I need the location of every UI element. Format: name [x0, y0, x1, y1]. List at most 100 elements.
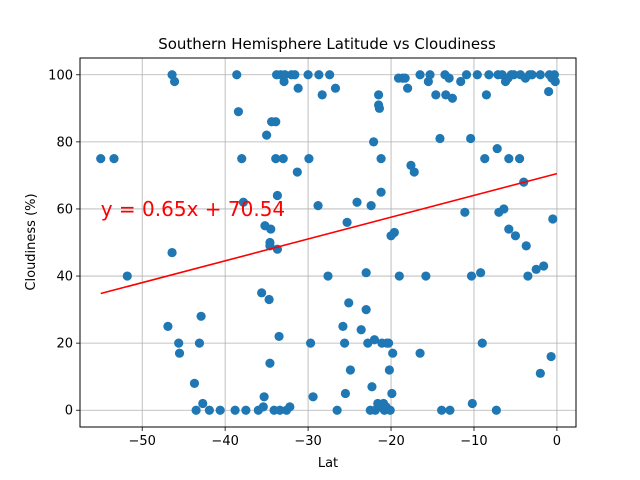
data-point: [461, 70, 472, 80]
data-point: [271, 154, 281, 164]
data-point: [258, 402, 268, 412]
data-point: [415, 70, 425, 80]
data-point: [509, 70, 519, 80]
y-tick-label: 0: [65, 404, 73, 419]
data-point: [238, 197, 248, 207]
y-tick-label: 80: [56, 135, 73, 150]
data-point: [472, 70, 482, 80]
data-point: [96, 154, 106, 164]
data-point: [167, 247, 177, 258]
data-point: [204, 405, 214, 415]
data-point: [169, 76, 180, 87]
data-point: [510, 231, 521, 241]
data-point: [477, 338, 487, 348]
x-tick-label: −50: [128, 434, 155, 449]
data-point: [285, 402, 295, 412]
data-point: [403, 83, 413, 93]
data-point: [385, 405, 395, 415]
chart-title: Southern Hemisphere Latitude vs Cloudine…: [158, 35, 496, 53]
data-point: [444, 73, 454, 83]
data-point: [264, 294, 274, 305]
data-point: [237, 154, 247, 164]
data-point: [514, 154, 525, 164]
data-point: [338, 321, 348, 331]
data-point: [504, 154, 514, 164]
data-point: [330, 83, 341, 93]
data-point: [274, 331, 284, 342]
data-point: [304, 154, 314, 164]
scatter-points: [96, 70, 560, 415]
regression-line: [100, 172, 558, 295]
data-point: [292, 167, 302, 177]
data-point: [174, 348, 185, 358]
data-point: [460, 207, 470, 217]
x-tick-label: −30: [294, 434, 321, 449]
data-point: [531, 264, 541, 274]
x-tick-label: −40: [211, 434, 238, 449]
regression-line-group: y = 0.65x + 70.54: [100, 172, 558, 295]
data-point: [484, 70, 494, 80]
data-point: [456, 76, 466, 87]
data-point: [387, 388, 397, 399]
data-point: [313, 201, 323, 211]
data-point: [435, 133, 445, 144]
data-point: [367, 382, 377, 392]
data-point: [389, 227, 399, 238]
data-point: [342, 217, 352, 227]
y-axis-ticks: 0 20 40 60 80 100: [48, 68, 80, 419]
data-point: [539, 261, 549, 271]
data-point: [384, 365, 394, 375]
data-point: [323, 271, 333, 281]
data-point: [447, 93, 458, 103]
x-axis-ticks: −50 −40 −30 −20 −10 0: [128, 427, 561, 449]
data-point: [241, 405, 251, 415]
grid-lines: [80, 58, 576, 427]
data-point: [194, 338, 205, 348]
data-point: [491, 405, 501, 415]
data-point: [383, 338, 394, 348]
y-tick-label: 100: [48, 68, 73, 83]
data-point: [122, 271, 132, 281]
data-point: [374, 103, 385, 113]
data-point: [521, 241, 531, 251]
data-point: [163, 321, 173, 331]
data-point: [409, 167, 419, 177]
data-point: [421, 271, 431, 281]
data-point: [527, 70, 537, 80]
data-point: [366, 201, 376, 211]
data-point: [109, 154, 119, 164]
data-point: [345, 365, 355, 375]
data-point: [356, 325, 366, 335]
data-point: [174, 338, 184, 348]
data-point: [504, 224, 514, 234]
y-axis-label: Cloudiness (%): [24, 193, 39, 290]
data-point: [271, 117, 281, 127]
data-point: [275, 405, 285, 415]
data-point: [215, 405, 225, 415]
data-point: [233, 107, 244, 117]
data-point: [523, 271, 533, 281]
data-point: [481, 90, 492, 100]
data-point: [431, 90, 441, 100]
data-point: [314, 70, 324, 80]
data-point: [466, 271, 477, 281]
data-point: [265, 358, 275, 368]
data-point: [548, 214, 558, 224]
data-point: [361, 268, 371, 278]
data-point: [262, 130, 272, 140]
data-point: [549, 70, 560, 80]
data-point: [305, 338, 316, 348]
data-point: [535, 368, 545, 378]
x-tick-label: −20: [377, 434, 404, 449]
data-point: [332, 405, 342, 415]
data-point: [546, 351, 556, 362]
x-tick-label: 0: [553, 434, 561, 449]
data-point: [499, 204, 509, 214]
data-point: [550, 76, 560, 87]
data-point: [425, 70, 435, 80]
data-point: [293, 83, 303, 93]
y-tick-label: 40: [56, 270, 73, 285]
data-point: [373, 90, 384, 100]
data-point: [344, 298, 354, 308]
y-tick-label: 20: [56, 337, 73, 352]
